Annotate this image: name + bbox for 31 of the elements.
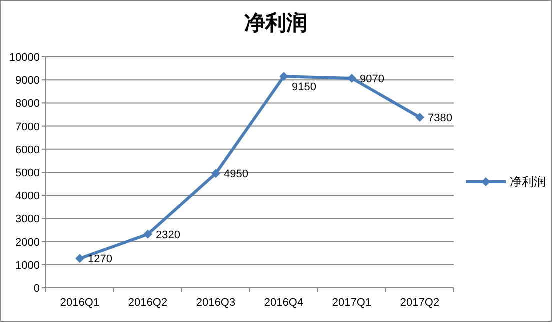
y-tick-label: 1000 (16, 260, 40, 272)
y-tick-label: 4000 (16, 190, 40, 203)
data-label: 4950 (224, 168, 248, 181)
point (280, 72, 288, 82)
legend-label: 净利润 (510, 175, 546, 189)
data-label: 2320 (156, 229, 180, 242)
point (348, 74, 356, 83)
x-tick-label: 2016Q2 (128, 297, 168, 309)
y-tick-label: 0 (34, 283, 40, 295)
point (144, 230, 152, 239)
point (212, 169, 220, 178)
x-tick-label: 2017Q1 (332, 297, 372, 309)
data-label: 7380 (428, 112, 452, 125)
data-label: 9150 (292, 82, 316, 94)
y-tick-label: 8000 (16, 98, 40, 110)
y-tick-label: 7000 (16, 121, 40, 134)
data-label: 9070 (360, 73, 384, 86)
x-tick-label: 2016Q4 (264, 297, 304, 309)
y-tick-label: 10000 (9, 52, 40, 64)
point (416, 113, 424, 122)
data-label: 1270 (88, 254, 112, 266)
y-tick-label: 2000 (16, 236, 40, 249)
chart-title: 净利润 (244, 11, 308, 35)
point (76, 254, 84, 264)
y-tick-label: 9000 (16, 75, 40, 88)
x-tick-label: 2016Q1 (60, 297, 100, 309)
y-tick-label: 3000 (16, 214, 40, 226)
y-tick-label: 6000 (16, 144, 40, 156)
x-tick-label: 2016Q3 (196, 297, 236, 309)
x-tick-label: 2017Q2 (400, 297, 440, 309)
y-tick-label: 5000 (16, 168, 40, 180)
